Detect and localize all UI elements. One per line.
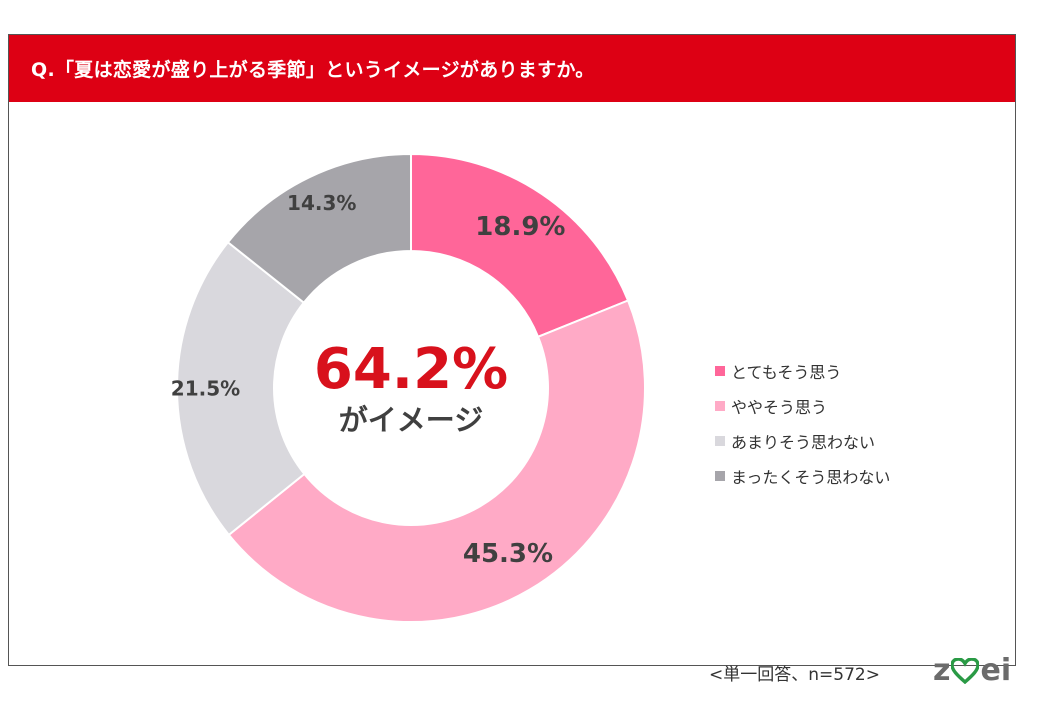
donut-slice	[227, 299, 646, 623]
brand-letter-e: e	[980, 653, 1001, 688]
legend-label: ややそう思う	[731, 397, 828, 417]
chart-frame: Q.「夏は恋愛が盛り上がる季節」というイメージがありますか。 18.9% 45.3…	[8, 34, 1016, 686]
sample-footnote: <単一回答、n=572>	[709, 665, 880, 685]
donut-slice	[176, 240, 306, 537]
center-caption: がイメージ	[339, 403, 483, 437]
donut-slice-labels: 18.9% 45.3% 21.5% 14.3%	[171, 191, 566, 569]
heart-w-icon	[951, 658, 980, 684]
legend-swatch	[715, 365, 725, 376]
brand-letter-i: i	[1000, 653, 1012, 688]
center-value: 64.2%	[314, 337, 508, 402]
donut-slices	[176, 152, 646, 623]
donut-slice	[226, 152, 412, 305]
legend-label: まったくそう思わない	[731, 467, 891, 487]
legend-item: まったくそう思わない	[715, 458, 975, 493]
brand-letter-z: z	[933, 653, 951, 688]
slice-value-label: 18.9%	[475, 212, 565, 242]
legend-swatch	[715, 435, 725, 446]
legend-item: ややそう思う	[715, 388, 975, 423]
donut-chart: 18.9% 45.3% 21.5% 14.3% 64.2% がイメージ	[171, 152, 646, 623]
slice-value-label: 45.3%	[463, 539, 553, 569]
legend-item: あまりそう思わない	[715, 423, 975, 458]
legend-item: とてもそう思う	[715, 353, 975, 388]
legend-label: あまりそう思わない	[731, 432, 876, 452]
chart-legend: とてもそう思う ややそう思うあまりそう思わない まったくそう思わない	[715, 353, 975, 493]
question-title: Q.「夏は恋愛が盛り上がる季節」というイメージがありますか。	[31, 59, 595, 81]
zwei-logo: z e i	[933, 653, 1011, 689]
legend-swatch	[715, 400, 725, 411]
slice-value-label: 21.5%	[171, 377, 240, 401]
heart-w-shape	[951, 658, 980, 684]
question-header: Q.「夏は恋愛が盛り上がる季節」というイメージがありますか。	[9, 35, 1015, 102]
slice-value-label: 14.3%	[287, 191, 356, 215]
legend-swatch	[715, 470, 725, 481]
legend-label: とてもそう思う	[731, 362, 842, 382]
donut-slice	[410, 152, 630, 339]
